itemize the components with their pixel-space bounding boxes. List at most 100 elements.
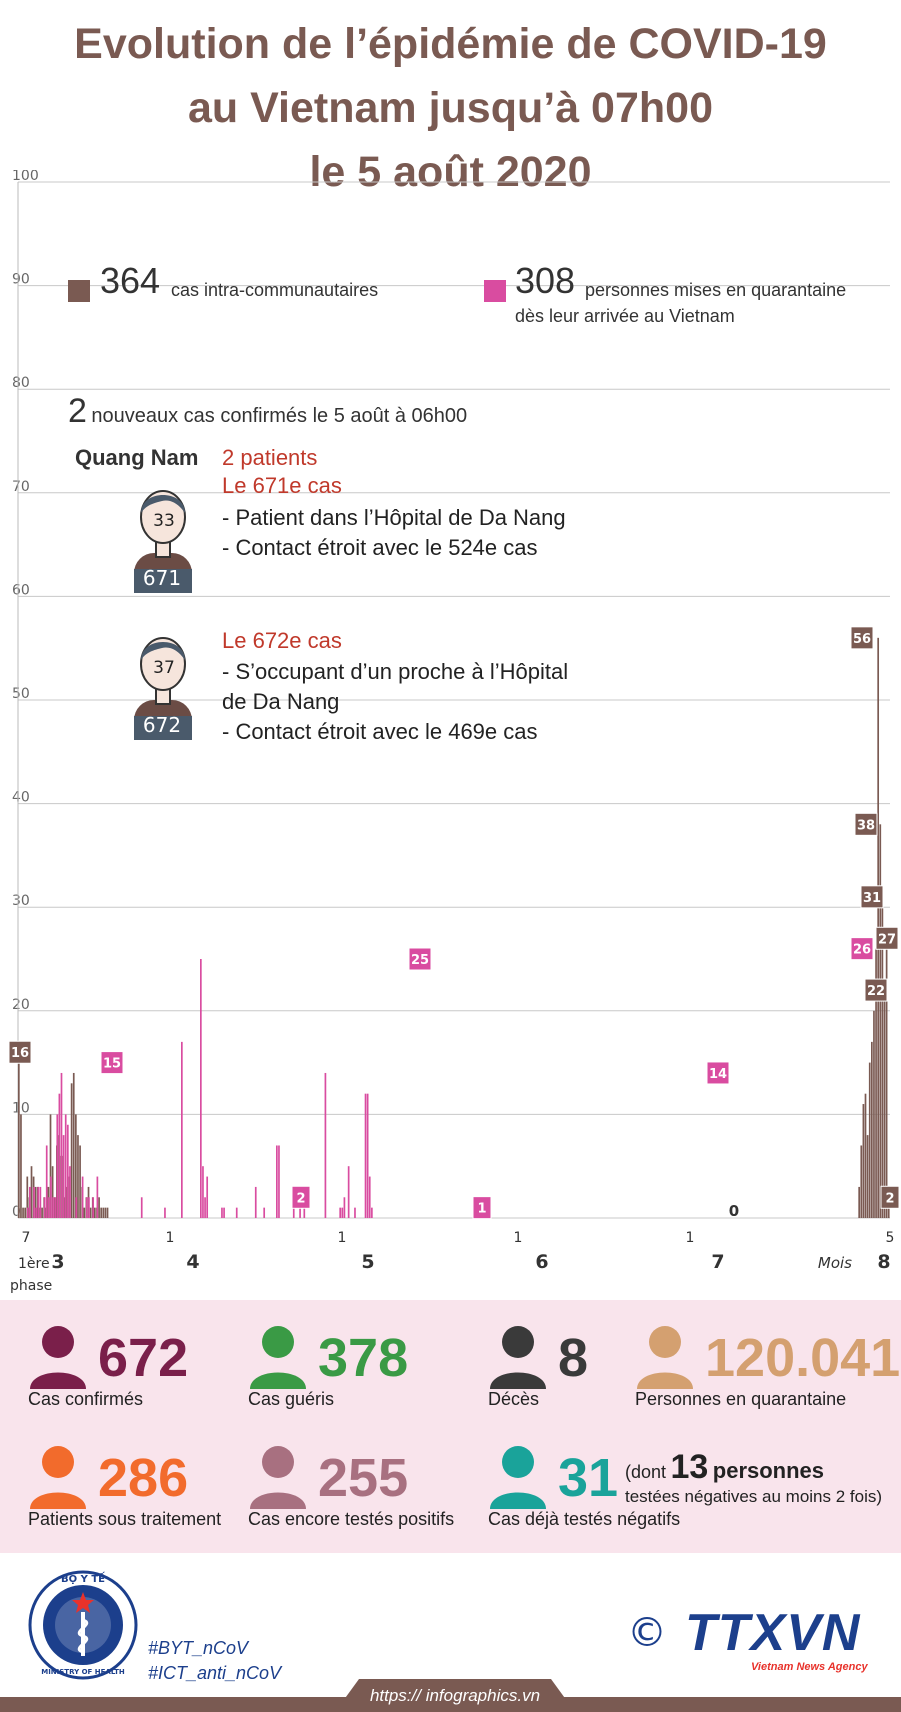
data-label-badge xyxy=(850,937,874,961)
note-count: 13 xyxy=(670,1448,709,1486)
bar xyxy=(47,1197,50,1218)
y-tick-label: 10 xyxy=(12,1100,30,1116)
patients-label: 2 patients xyxy=(222,445,318,470)
person-icon xyxy=(30,1326,86,1389)
data-label-badge xyxy=(472,1196,492,1220)
data-label: 14 xyxy=(709,1067,727,1082)
bar xyxy=(62,1135,65,1218)
data-label-badge xyxy=(875,926,899,950)
data-label: 0 xyxy=(729,1202,739,1220)
person-icon xyxy=(490,1326,546,1389)
x-tick-label: 1 xyxy=(338,1230,347,1246)
stat-value: 120.041 xyxy=(705,1328,901,1388)
bar xyxy=(41,1207,43,1218)
logo-text-bottom: MINISTRY OF HEALTH xyxy=(41,1668,125,1676)
person-icon xyxy=(30,1446,86,1509)
stat-value: 378 xyxy=(318,1328,409,1388)
data-label: 56 xyxy=(853,632,871,647)
bar xyxy=(140,1197,143,1218)
month-label: 8 xyxy=(877,1251,890,1273)
phase-label: phase xyxy=(10,1278,52,1294)
bar xyxy=(28,1186,31,1218)
case-detail-line: - Contact étroit avec le 524e cas xyxy=(222,535,538,560)
bar xyxy=(347,1166,350,1218)
bar xyxy=(164,1207,166,1218)
x-tick-label: 7 xyxy=(22,1230,31,1246)
patient-id: 671 xyxy=(142,566,182,590)
x-tick-label: 5 xyxy=(886,1230,895,1246)
footer-url[interactable]: https:// infographics.vn xyxy=(335,1679,575,1712)
stat-label: Cas déjà testés négatifs xyxy=(488,1509,681,1529)
bar xyxy=(24,1207,27,1218)
daily-cases-chart: 0102030405060708090100161522511402656383… xyxy=(8,170,900,1294)
case-detail-line: - S’occupant d’un proche à l’Hôpital xyxy=(222,659,569,684)
legend-community-label: cas intra-communautaires xyxy=(171,280,379,300)
bar xyxy=(181,1041,183,1218)
person-icon xyxy=(250,1326,306,1389)
title-line-1: Evolution de l’épidémie de COVID-19 xyxy=(74,20,827,68)
bar xyxy=(51,1166,54,1218)
bar xyxy=(26,1207,29,1218)
hashtag-ict[interactable]: #ICT_anti_nCoV xyxy=(148,1663,282,1683)
legend-community-count: 364 xyxy=(100,260,161,301)
bar xyxy=(102,1207,105,1218)
data-label-badge xyxy=(864,978,888,1002)
data-label: 38 xyxy=(857,818,875,833)
case-672-title: Le 672e cas xyxy=(222,628,342,653)
bar xyxy=(371,1207,373,1218)
bar xyxy=(30,1166,33,1218)
patient-age: 33 xyxy=(153,511,175,531)
bar xyxy=(343,1197,346,1218)
bar xyxy=(875,948,877,1218)
person-icon xyxy=(490,1446,546,1509)
ministry-of-health-logo: BỘ Y TẾ MINISTRY OF HEALTH xyxy=(28,1570,138,1680)
bar xyxy=(35,1207,37,1218)
x-axis-label: Mois xyxy=(818,1254,852,1272)
stat-label: Patients sous traitement xyxy=(28,1509,222,1529)
y-tick-label: 50 xyxy=(12,686,30,702)
bar xyxy=(85,1197,88,1218)
bar xyxy=(868,1062,871,1218)
y-tick-label: 70 xyxy=(12,479,30,495)
y-tick-label: 40 xyxy=(12,790,30,806)
data-label-badge xyxy=(706,1061,730,1085)
bar xyxy=(64,1114,67,1218)
bar xyxy=(56,1114,59,1218)
page-title: Evolution de l’épidémie de COVID-19 au V… xyxy=(0,12,901,204)
case-671-details: - Patient dans l’Hôpital de Da Nang - Co… xyxy=(222,503,566,563)
bar xyxy=(70,1083,73,1218)
bar xyxy=(94,1207,96,1218)
data-label: 1 xyxy=(477,1202,486,1217)
negative-note: (dont 13 personnes testées négatives au … xyxy=(625,1448,882,1507)
bar xyxy=(100,1207,103,1218)
bar xyxy=(200,959,202,1218)
data-label: 27 xyxy=(878,932,896,947)
stat-value: 672 xyxy=(98,1328,189,1388)
bar xyxy=(883,990,886,1218)
bar xyxy=(221,1207,223,1218)
bar xyxy=(49,1114,52,1218)
legend-imported-label-2: dès leur arrivée au Vietnam xyxy=(515,306,735,326)
bar xyxy=(33,1186,35,1218)
y-tick-label: 20 xyxy=(12,997,30,1013)
y-tick-label: 100 xyxy=(12,170,39,184)
y-tick-label: 0 xyxy=(12,1204,21,1220)
bar xyxy=(81,1176,84,1218)
case-672-details: - S’occupant d’un proche à l’Hôpital de … xyxy=(222,657,568,747)
bar xyxy=(354,1207,356,1218)
bar xyxy=(278,1145,280,1218)
note-line-2: testées négatives au moins 2 fois) xyxy=(625,1487,883,1506)
bar xyxy=(206,1176,209,1218)
data-label-badge xyxy=(291,1185,311,1209)
month-label: 7 xyxy=(711,1251,724,1273)
bar xyxy=(50,1176,52,1218)
data-label: 2 xyxy=(296,1191,305,1206)
bar xyxy=(77,1135,79,1218)
bar xyxy=(364,1093,367,1218)
bar xyxy=(83,1207,86,1218)
hashtag-byt[interactable]: #BYT_nCoV xyxy=(148,1638,249,1658)
bar xyxy=(202,1166,204,1218)
stat-value: 8 xyxy=(558,1328,589,1388)
legend-imported-count: 308 xyxy=(515,260,576,301)
bar xyxy=(235,1207,238,1218)
